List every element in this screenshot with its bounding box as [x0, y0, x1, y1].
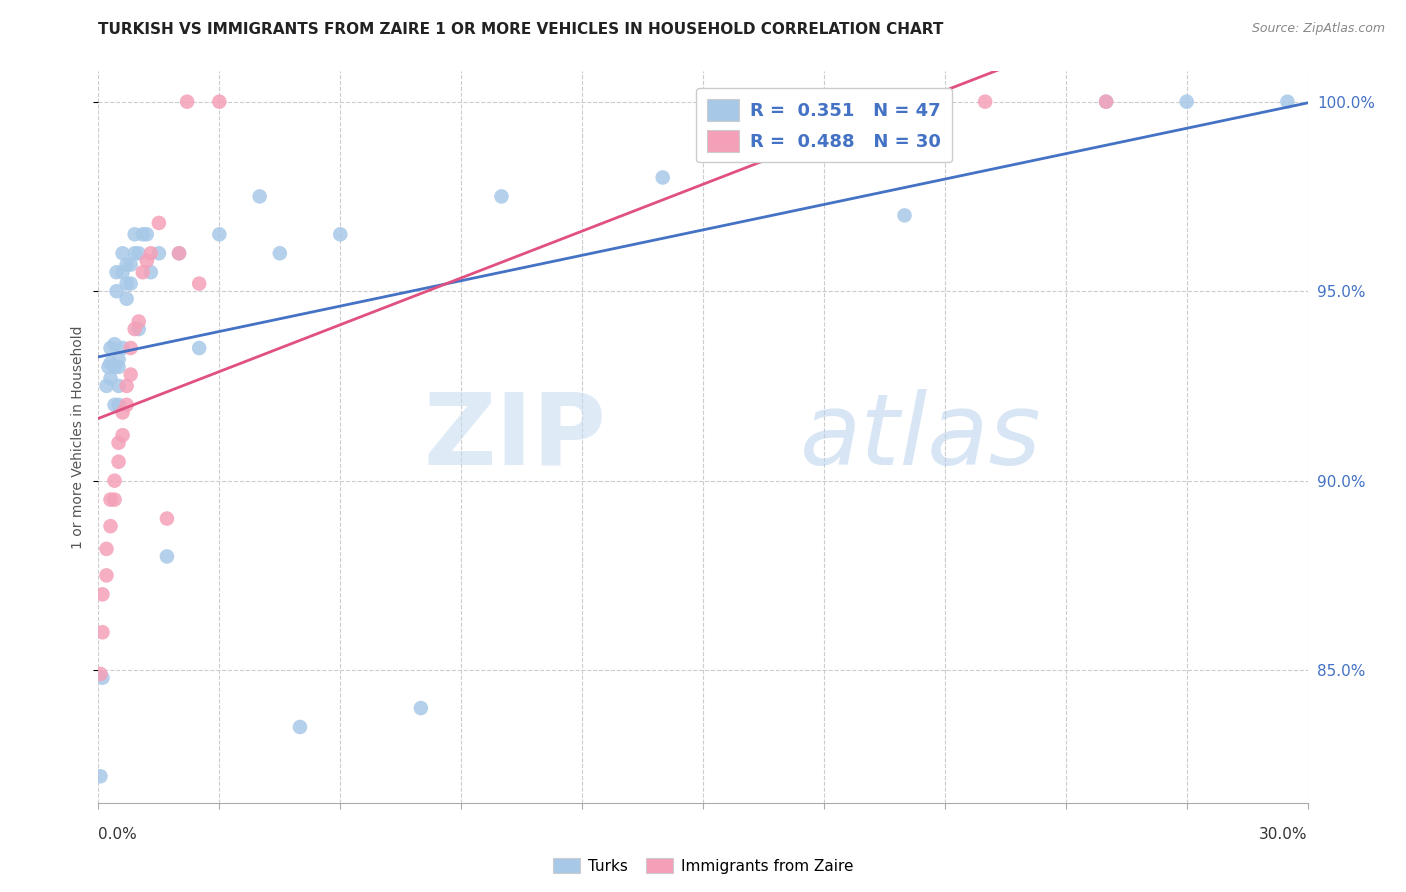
Text: 30.0%: 30.0% — [1260, 827, 1308, 841]
Text: atlas: atlas — [800, 389, 1042, 485]
Point — [115, 258, 138, 272]
Point — [120, 258, 142, 272]
Point — [156, 511, 179, 525]
Point — [1095, 95, 1118, 109]
Point — [288, 720, 311, 734]
Point — [409, 701, 432, 715]
Point — [176, 95, 198, 109]
Point — [91, 671, 114, 685]
Point — [96, 568, 118, 582]
Text: 0.0%: 0.0% — [98, 827, 138, 841]
Point — [103, 337, 125, 351]
Point — [128, 246, 150, 260]
Point — [135, 253, 157, 268]
Point — [103, 398, 125, 412]
Point — [107, 352, 129, 367]
Point — [135, 227, 157, 242]
Point — [100, 341, 122, 355]
Point — [1095, 95, 1118, 109]
Text: Source: ZipAtlas.com: Source: ZipAtlas.com — [1251, 22, 1385, 36]
Point — [111, 265, 134, 279]
Point — [100, 356, 122, 370]
Point — [167, 246, 190, 260]
Point — [124, 246, 146, 260]
Point — [107, 455, 129, 469]
Point — [208, 227, 231, 242]
Point — [156, 549, 179, 564]
Point — [105, 284, 128, 298]
Point — [115, 277, 138, 291]
Y-axis label: 1 or more Vehicles in Household: 1 or more Vehicles in Household — [72, 326, 86, 549]
Point — [107, 435, 129, 450]
Point — [96, 541, 118, 556]
Point — [974, 95, 997, 109]
Point — [96, 379, 118, 393]
Point — [89, 769, 111, 783]
Point — [132, 265, 155, 279]
Point — [100, 371, 122, 385]
Point — [111, 428, 134, 442]
Point — [103, 359, 125, 374]
Point — [115, 398, 138, 412]
Legend: R =  0.351   N = 47, R =  0.488   N = 30: R = 0.351 N = 47, R = 0.488 N = 30 — [696, 87, 952, 162]
Text: TURKISH VS IMMIGRANTS FROM ZAIRE 1 OR MORE VEHICLES IN HOUSEHOLD CORRELATION CHA: TURKISH VS IMMIGRANTS FROM ZAIRE 1 OR MO… — [98, 22, 943, 37]
Point — [105, 265, 128, 279]
Point — [139, 246, 162, 260]
Point — [188, 341, 211, 355]
Point — [128, 314, 150, 328]
Point — [148, 246, 170, 260]
Point — [139, 265, 162, 279]
Point — [120, 341, 142, 355]
Point — [124, 227, 146, 242]
Point — [111, 341, 134, 355]
Point — [115, 292, 138, 306]
Point — [124, 322, 146, 336]
Point — [107, 359, 129, 374]
Point — [103, 474, 125, 488]
Point — [120, 368, 142, 382]
Point — [249, 189, 271, 203]
Point — [107, 379, 129, 393]
Point — [132, 227, 155, 242]
Text: ZIP: ZIP — [423, 389, 606, 485]
Point — [103, 492, 125, 507]
Point — [651, 170, 673, 185]
Point — [491, 189, 513, 203]
Point — [100, 519, 122, 533]
Point — [115, 379, 138, 393]
Point — [89, 667, 111, 681]
Point — [128, 322, 150, 336]
Point — [100, 492, 122, 507]
Point — [97, 359, 120, 374]
Point — [91, 625, 114, 640]
Point — [167, 246, 190, 260]
Point — [329, 227, 352, 242]
Point — [188, 277, 211, 291]
Point — [269, 246, 291, 260]
Point — [148, 216, 170, 230]
Point — [120, 277, 142, 291]
Legend: Turks, Immigrants from Zaire: Turks, Immigrants from Zaire — [547, 852, 859, 880]
Point — [111, 246, 134, 260]
Point — [893, 208, 915, 222]
Point — [1277, 95, 1299, 109]
Point — [1175, 95, 1198, 109]
Point — [91, 587, 114, 601]
Point — [208, 95, 231, 109]
Point — [111, 405, 134, 419]
Point — [107, 398, 129, 412]
